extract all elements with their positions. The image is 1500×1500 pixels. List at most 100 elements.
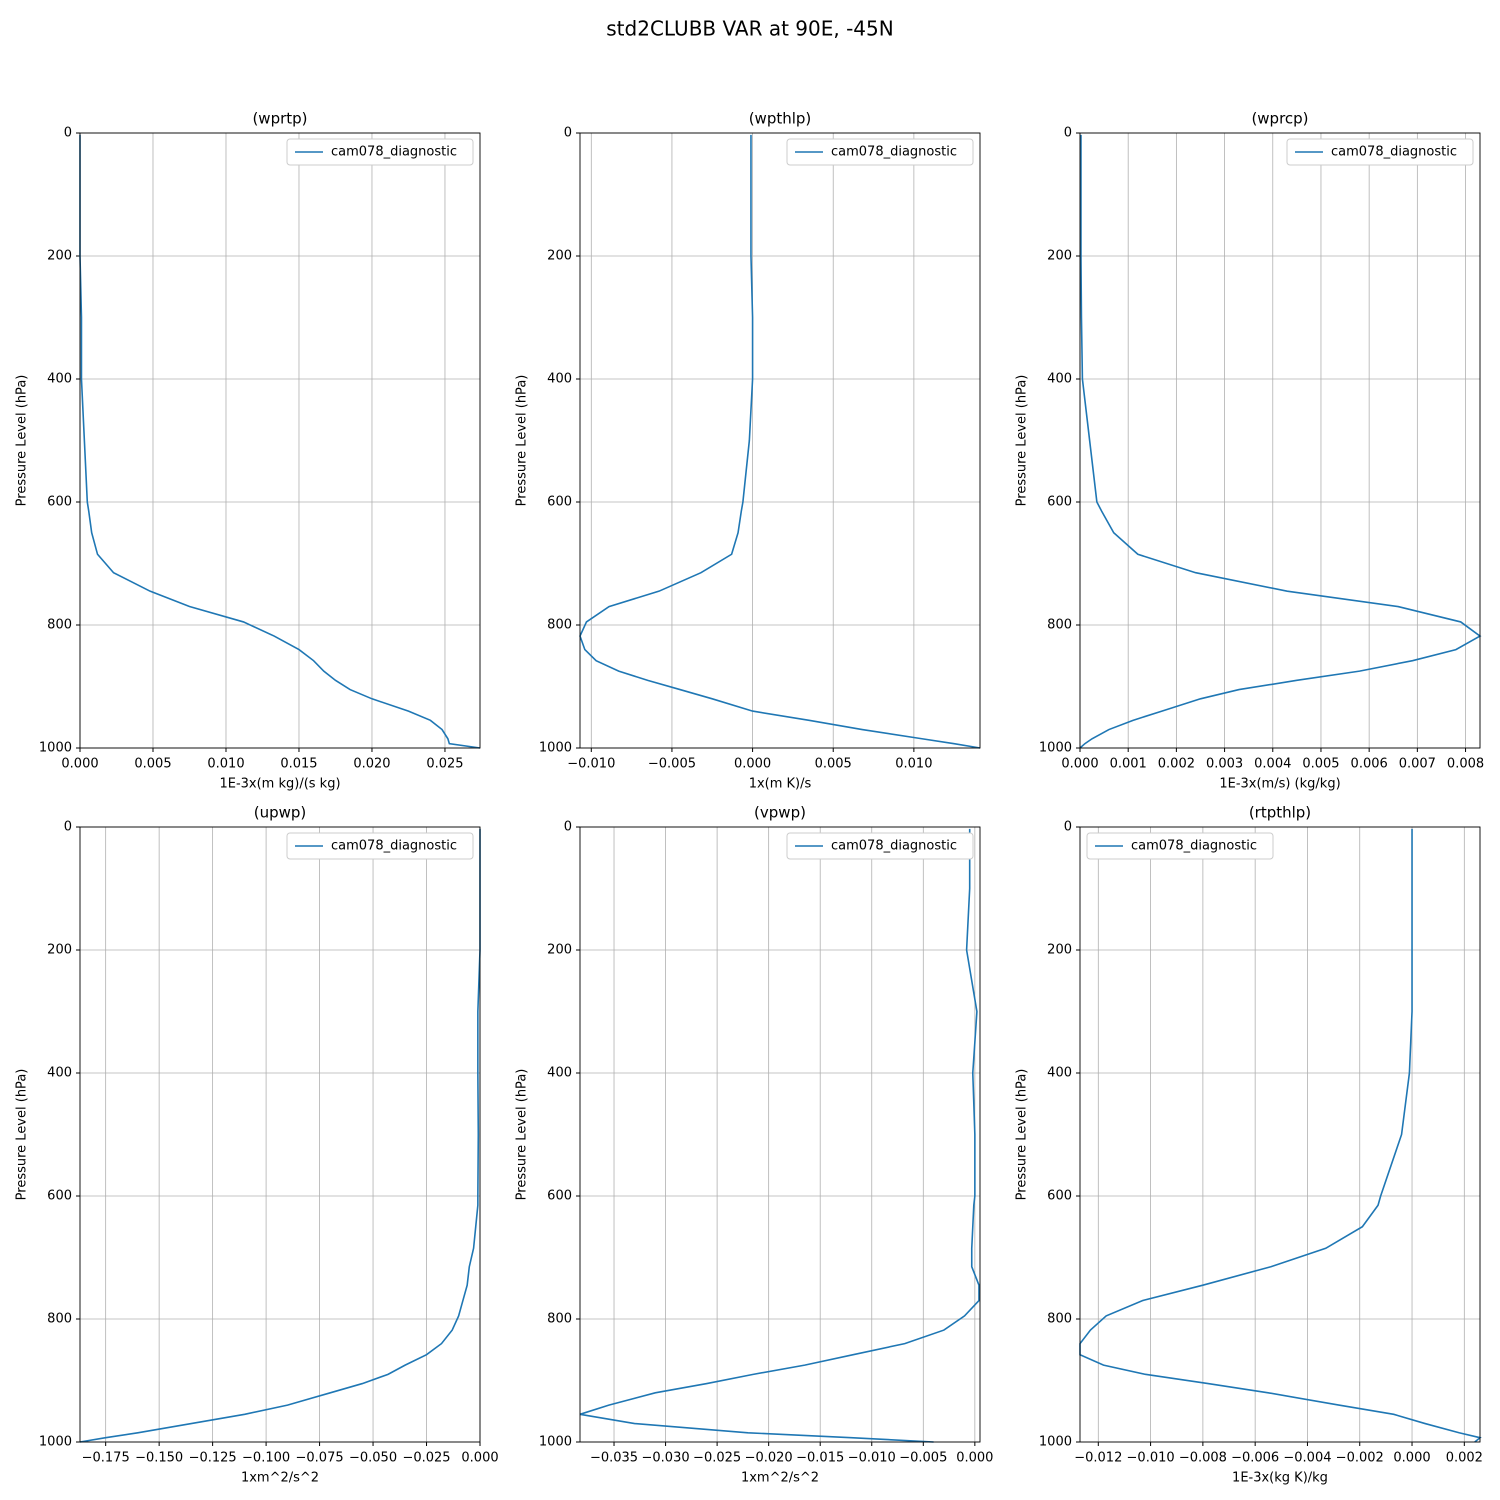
x-tick-label: −0.175 <box>82 1451 130 1466</box>
x-tick-label: 0.005 <box>815 757 852 772</box>
x-tick-label: −0.010 <box>1127 1451 1175 1466</box>
x-tick-label: −0.025 <box>402 1451 450 1466</box>
profile-line <box>579 828 980 1443</box>
x-tick-label: −0.010 <box>848 1451 896 1466</box>
x-axis-label: 1xm^2/s^2 <box>741 1471 819 1486</box>
y-tick-label: 600 <box>547 495 572 510</box>
y-tick-label: 600 <box>47 1189 72 1204</box>
y-tick-label: 400 <box>1047 372 1072 387</box>
x-tick-label: 0.025 <box>426 757 463 772</box>
x-tick-label: 0.010 <box>207 757 244 772</box>
x-tick-label: 0.007 <box>1399 757 1436 772</box>
profile-line <box>1079 134 1482 749</box>
y-tick-label: 1000 <box>39 1435 72 1450</box>
y-tick-label: 600 <box>1047 495 1072 510</box>
legend-box <box>1086 832 1274 860</box>
y-axis-label: Pressure Level (hPa) <box>1015 375 1030 507</box>
profile-line <box>1079 828 1482 1443</box>
y-tick-label: 0 <box>564 820 572 835</box>
subplot-title: (wpthlp) <box>749 110 812 128</box>
y-tick-label: 400 <box>1047 1066 1072 1081</box>
x-tick-label: −0.100 <box>242 1451 290 1466</box>
x-tick-label: −0.010 <box>567 757 615 772</box>
y-tick-label: 600 <box>1047 1189 1072 1204</box>
x-tick-label: 0.004 <box>1254 757 1291 772</box>
x-tick-label: −0.050 <box>349 1451 397 1466</box>
x-tick-label: −0.002 <box>1336 1451 1384 1466</box>
legend-label: cam078_diagnostic <box>831 145 957 160</box>
x-tick-label: 0.000 <box>461 1451 498 1466</box>
x-tick-label: 0.020 <box>353 757 390 772</box>
axes-frame <box>579 826 981 1443</box>
y-tick-label: 400 <box>547 372 572 387</box>
profile-line <box>79 828 481 1443</box>
legend-label: cam078_diagnostic <box>331 145 457 160</box>
x-tick-label: 0.008 <box>1447 757 1484 772</box>
x-tick-label: −0.015 <box>796 1451 844 1466</box>
y-tick-label: 800 <box>547 618 572 633</box>
x-tick-label: −0.075 <box>296 1451 344 1466</box>
legend-box <box>786 832 974 860</box>
legend-box <box>786 138 974 166</box>
x-tick-label: −0.025 <box>693 1451 741 1466</box>
y-tick-label: 200 <box>1047 943 1072 958</box>
x-tick-label: 0.002 <box>1158 757 1195 772</box>
y-axis-label: Pressure Level (hPa) <box>1015 1069 1030 1201</box>
y-tick-label: 1000 <box>39 741 72 756</box>
y-tick-label: 800 <box>547 1312 572 1327</box>
y-tick-label: 0 <box>1064 820 1072 835</box>
y-tick-label: 1000 <box>1039 741 1072 756</box>
x-axis-label: 1E-3x(kg K)/kg <box>1232 1471 1328 1486</box>
axes-frame <box>79 826 481 1443</box>
x-tick-label: 0.010 <box>895 757 932 772</box>
y-tick-label: 1000 <box>1039 1435 1072 1450</box>
axes-frame <box>579 132 981 749</box>
y-axis-label: Pressure Level (hPa) <box>515 375 530 507</box>
y-tick-label: 600 <box>47 495 72 510</box>
y-tick-label: 0 <box>564 126 572 141</box>
x-axis-label: 1xm^2/s^2 <box>241 1471 319 1486</box>
legend-label: cam078_diagnostic <box>1131 839 1257 854</box>
y-tick-label: 0 <box>64 126 72 141</box>
y-axis-label: Pressure Level (hPa) <box>515 1069 530 1201</box>
subplot-title: (vpwp) <box>754 804 806 822</box>
x-tick-label: −0.035 <box>590 1451 638 1466</box>
x-tick-label: 0.000 <box>956 1451 993 1466</box>
x-tick-label: −0.004 <box>1283 1451 1331 1466</box>
x-tick-label: −0.020 <box>745 1451 793 1466</box>
y-tick-label: 400 <box>47 372 72 387</box>
axes-frame <box>1079 132 1481 749</box>
x-tick-label: 0.015 <box>280 757 317 772</box>
x-tick-label: −0.006 <box>1231 1451 1279 1466</box>
y-tick-label: 200 <box>547 943 572 958</box>
x-tick-label: 0.002 <box>1446 1451 1483 1466</box>
x-tick-label: −0.005 <box>648 757 696 772</box>
x-tick-label: 0.003 <box>1206 757 1243 772</box>
figure-title: std2CLUBB VAR at 90E, -45N <box>606 17 893 41</box>
y-tick-label: 200 <box>547 249 572 264</box>
x-axis-label: 1E-3x(m kg)/(s kg) <box>219 777 340 792</box>
x-tick-label: −0.012 <box>1074 1451 1122 1466</box>
y-tick-label: 800 <box>1047 618 1072 633</box>
x-tick-label: −0.150 <box>135 1451 183 1466</box>
x-tick-label: 0.005 <box>1302 757 1339 772</box>
profile-line <box>79 134 481 749</box>
y-tick-label: 400 <box>547 1066 572 1081</box>
subplot-title: (wprtp) <box>252 110 307 128</box>
x-tick-label: 0.005 <box>134 757 171 772</box>
y-tick-label: 1000 <box>539 1435 572 1450</box>
subplot-title: (rtpthlp) <box>1249 804 1311 822</box>
legend-label: cam078_diagnostic <box>831 839 957 854</box>
x-tick-label: 0.006 <box>1351 757 1388 772</box>
legend-box <box>286 138 474 166</box>
profile-line <box>579 134 981 749</box>
x-tick-label: 0.000 <box>734 757 771 772</box>
y-tick-label: 1000 <box>539 741 572 756</box>
y-tick-label: 400 <box>47 1066 72 1081</box>
y-tick-label: 800 <box>47 618 72 633</box>
x-tick-label: 0.001 <box>1110 757 1147 772</box>
subplot-title: (upwp) <box>254 804 307 822</box>
axes-frame <box>1079 826 1481 1443</box>
